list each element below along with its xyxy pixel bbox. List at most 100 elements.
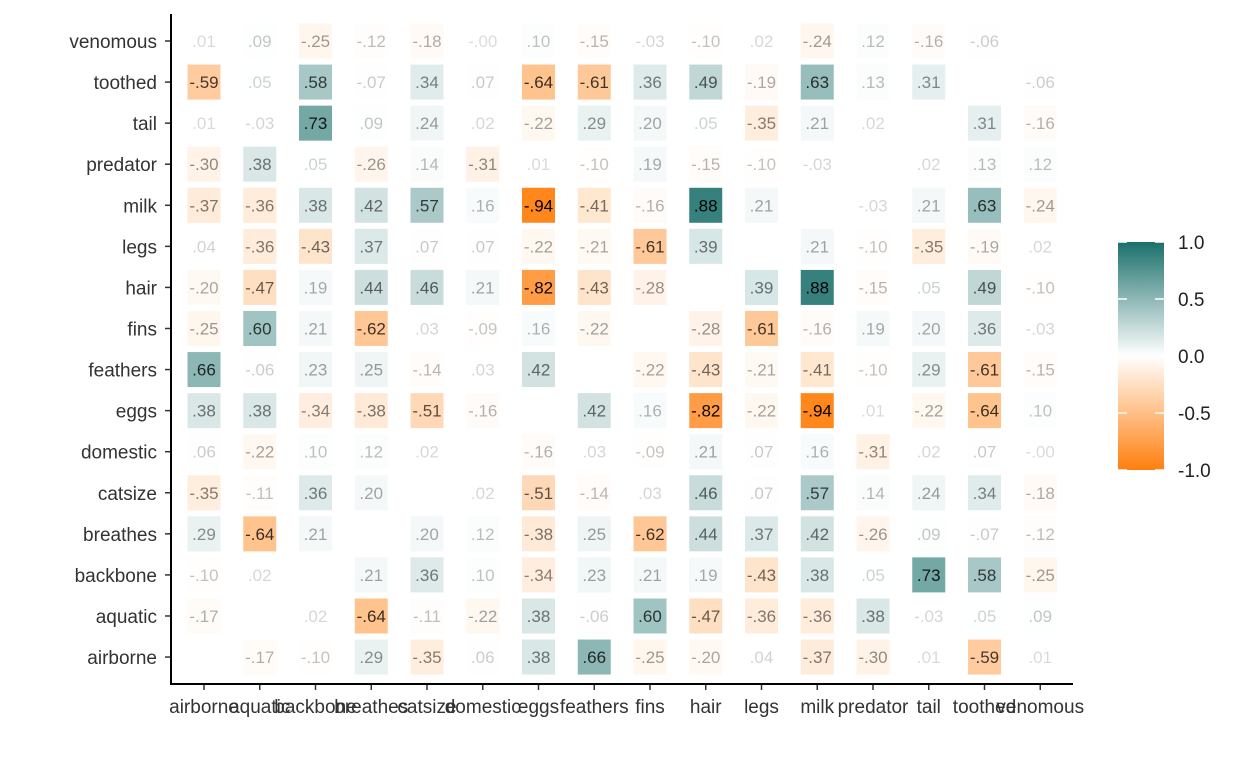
cell-value-milk-predator: -.03 (858, 196, 887, 215)
heatmap-cell-feathers-hair (689, 352, 723, 388)
heatmap-cell-milk-toothed (968, 187, 1001, 223)
heatmap-cell-catsize-legs (745, 475, 778, 511)
cell-value-backbone-breathes: .21 (359, 566, 383, 585)
heatmap-cell-breathes-catsize (410, 516, 444, 552)
heatmap-cell-aquatic-feathers (577, 598, 611, 634)
x-tick-label-toothed: toothed (953, 697, 1016, 718)
cell-value-venomous-fins: -.03 (635, 32, 664, 51)
cell-value-milk-catsize: .57 (415, 196, 439, 215)
heatmap-cell-tail-fins (633, 105, 667, 141)
cell-value-fins-feathers: -.22 (580, 319, 609, 338)
cell-value-toothed-venomous: -.06 (1026, 73, 1055, 92)
cell-value-toothed-legs: -.19 (747, 73, 776, 92)
heatmap-cell-hair-fins (633, 269, 667, 305)
heatmap-cell-aquatic-venomous (1023, 598, 1057, 634)
heatmap-cell-predator-aquatic (243, 146, 277, 182)
heatmap-cell-backbone-eggs (522, 557, 555, 593)
heatmap-cell-legs-airborne (187, 228, 221, 264)
heatmap-cell-toothed-hair (689, 64, 723, 100)
cell-value-eggs-breathes: -.38 (357, 402, 386, 421)
heatmap-cell-breathes-legs (745, 516, 778, 552)
heatmap-cell-breathes-backbone (299, 516, 332, 552)
cell-value-toothed-catsize: .34 (415, 73, 439, 92)
cell-value-airborne-backbone: -.10 (301, 648, 330, 667)
heatmap-cell-feathers-legs (745, 352, 778, 388)
heatmap-cell-eggs-tail (912, 393, 946, 429)
cell-value-milk-eggs: -.94 (524, 196, 553, 215)
cell-value-backbone-domestic: .10 (471, 566, 495, 585)
heatmap-cell-feathers-tail (912, 352, 946, 388)
cell-value-milk-domestic: .16 (471, 196, 495, 215)
cell-value-catsize-domestic: .02 (471, 484, 495, 503)
y-axis-ticks: airborne aquatic backbone breathes catsize do… (69, 32, 171, 669)
cell-value-domestic-tail: .02 (917, 443, 941, 462)
cell-value-backbone-airborne: -.10 (189, 566, 218, 585)
x-tick-label-feathers: feathers (560, 697, 629, 718)
cell-value-feathers-milk: -.41 (803, 361, 832, 380)
cell-value-legs-milk: .21 (805, 237, 829, 256)
cell-value-venomous-catsize: -.18 (412, 32, 441, 51)
heatmap-cell-legs-aquatic (243, 228, 277, 264)
heatmap-cell-toothed-aquatic (243, 64, 277, 100)
cell-value-backbone-hair: .19 (694, 566, 718, 585)
cell-value-toothed-backbone: .58 (304, 73, 328, 92)
cell-value-catsize-breathes: .20 (359, 484, 383, 503)
cell-value-feathers-backbone: .23 (304, 361, 328, 380)
cell-value-hair-tail: .05 (917, 278, 941, 297)
cell-value-catsize-legs: .07 (750, 484, 774, 503)
heatmap-cell-milk-eggs (522, 187, 555, 223)
cell-value-breathes-eggs: -.38 (524, 525, 553, 544)
heatmap-cell-breathes-fins (633, 516, 667, 552)
heatmap-cell-backbone-tail (912, 557, 946, 593)
heatmap-cell-catsize-backbone (299, 475, 332, 511)
heatmap-cell-hair-feathers (577, 269, 611, 305)
heatmap-cell-tail-eggs (522, 105, 555, 141)
heatmap-cell-venomous-aquatic (243, 23, 277, 59)
heatmap-cell-legs-eggs (522, 228, 555, 264)
heatmap-cell-hair-backbone (299, 269, 332, 305)
cell-value-airborne-domestic: .06 (471, 648, 495, 667)
heatmap-cell-airborne-catsize (410, 639, 444, 675)
cell-value-tail-catsize: .24 (415, 114, 439, 133)
cell-value-aquatic-catsize: -.11 (413, 607, 441, 626)
heatmap-cell-feathers-milk (800, 352, 834, 388)
heatmap-cell-hair-domestic (466, 269, 500, 305)
heatmap-cell-predator-venomous (1023, 146, 1057, 182)
y-tick-label-breathes: breathes (83, 525, 157, 546)
heatmap-cell-milk-aquatic (243, 187, 277, 223)
heatmap-cell-domestic-eggs (522, 434, 555, 470)
heatmap-cell-feathers-catsize (410, 352, 444, 388)
heatmap-cell-fins-legs (745, 310, 778, 346)
cell-value-venomous-tail: -.16 (914, 32, 943, 51)
heatmap-cell-predator-toothed (968, 146, 1001, 182)
cell-value-toothed-airborne: -.59 (189, 73, 218, 92)
cell-value-legs-fins: -.61 (635, 237, 664, 256)
heatmap-cell-venomous-tail (912, 23, 946, 59)
cell-value-fins-breathes: -.62 (357, 319, 386, 338)
heatmap-cell-eggs-toothed (968, 393, 1001, 429)
heatmap-cell-airborne-fins (633, 639, 667, 675)
cell-value-domestic-feathers: .03 (582, 443, 606, 462)
heatmap-cell-domestic-hair (689, 434, 723, 470)
cell-value-legs-breathes: .37 (359, 237, 383, 256)
legend-label: 0.5 (1178, 290, 1204, 311)
cell-value-domestic-breathes: .12 (359, 443, 383, 462)
cell-value-fins-eggs: .16 (527, 319, 551, 338)
heatmap-cell-toothed-airborne (187, 64, 221, 100)
heatmap-cell-milk-catsize (410, 187, 444, 223)
heatmap-cell-catsize-hair (689, 475, 723, 511)
cell-value-breathes-toothed: -.07 (970, 525, 999, 544)
cell-value-toothed-fins: .36 (638, 73, 662, 92)
heatmap-cell-airborne-breathes (354, 639, 388, 675)
cell-value-hair-eggs: -.82 (524, 278, 553, 297)
heatmap-cell-backbone-hair (689, 557, 723, 593)
x-tick-label-legs: legs (744, 697, 779, 718)
heatmap-cell-aquatic-milk (800, 598, 834, 634)
cell-value-airborne-predator: -.30 (858, 648, 887, 667)
heatmap-cell-breathes-feathers (577, 516, 611, 552)
y-tick-label-domestic: domestic (81, 443, 157, 464)
cell-value-feathers-airborne: .66 (192, 361, 216, 380)
cell-value-predator-breathes: -.26 (357, 155, 386, 174)
cell-value-tail-hair: .05 (694, 114, 718, 133)
